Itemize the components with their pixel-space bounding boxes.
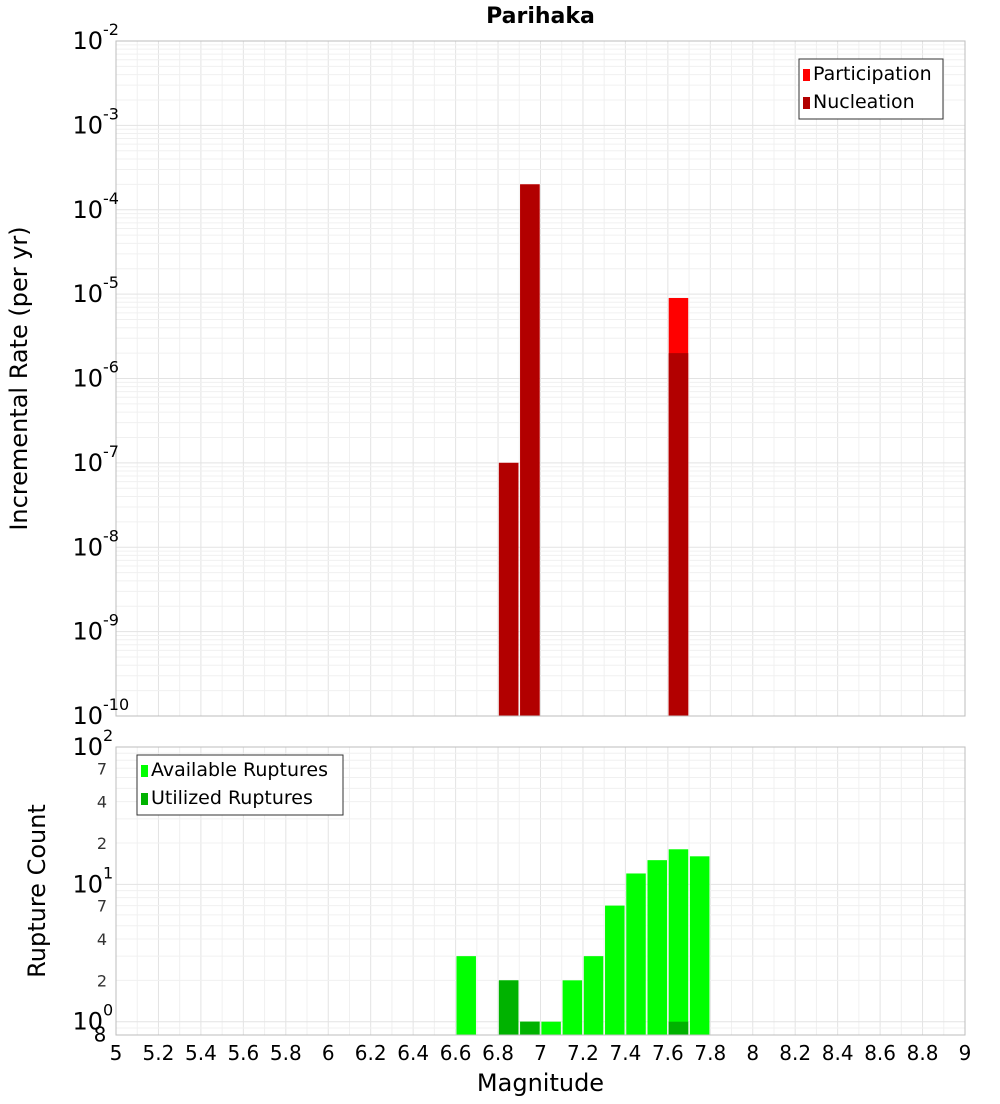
x-tick-label: 6 bbox=[322, 1041, 335, 1065]
y-axis-label: Rupture Count bbox=[23, 804, 51, 978]
x-tick-label: 6.2 bbox=[355, 1041, 387, 1065]
bar-available-ruptures bbox=[583, 956, 604, 1035]
bar-available-ruptures bbox=[668, 849, 689, 1035]
y-tick-exponent: 0 bbox=[103, 1001, 113, 1020]
x-tick-label: 7.6 bbox=[652, 1041, 684, 1065]
x-tick-label: 7.8 bbox=[694, 1041, 726, 1065]
bars-group bbox=[456, 849, 710, 1035]
x-tick-label: 7.2 bbox=[567, 1041, 599, 1065]
y-tick-label: 10 bbox=[72, 702, 103, 730]
legend-box bbox=[136, 754, 344, 816]
y-tick-exponent: -5 bbox=[103, 273, 119, 292]
y-tick-exponent: -8 bbox=[103, 526, 119, 545]
x-tick-label: 7 bbox=[534, 1041, 547, 1065]
legend-label: Available Ruptures bbox=[151, 759, 328, 781]
y-tick-label: 10 bbox=[72, 111, 103, 139]
legend-label: Utilized Ruptures bbox=[151, 787, 313, 809]
x-tick-label: 8.6 bbox=[864, 1041, 896, 1065]
legend-swatch bbox=[803, 69, 810, 81]
legend: Participation Nucleation bbox=[798, 58, 944, 120]
y-minor-tick-label: 7 bbox=[97, 897, 107, 916]
x-tick-label: 5.8 bbox=[270, 1041, 302, 1065]
y-tick-label: 10 bbox=[72, 27, 103, 55]
legend-swatch bbox=[141, 765, 148, 777]
x-tick-label: 6.4 bbox=[397, 1041, 429, 1065]
y-tick-label: 10 bbox=[72, 870, 103, 898]
bar-utilized-ruptures bbox=[520, 1021, 540, 1035]
y-minor-tick-label: 2 bbox=[97, 971, 107, 990]
y-tick-exponent: 2 bbox=[103, 726, 113, 745]
legend: Available Ruptures Utilized Ruptures bbox=[136, 754, 344, 816]
legend-swatch bbox=[141, 793, 148, 805]
x-tick-label: 5.4 bbox=[185, 1041, 217, 1065]
bar-nucleation bbox=[520, 184, 540, 716]
y-tick-label: 10 bbox=[72, 533, 103, 561]
legend-label: Nucleation bbox=[813, 91, 915, 113]
y-tick-label: 10 bbox=[72, 280, 103, 308]
bar-available-ruptures bbox=[647, 860, 667, 1035]
y-tick-exponent: -2 bbox=[103, 20, 119, 39]
y-tick-exponent: 1 bbox=[103, 863, 113, 882]
bars-group bbox=[498, 184, 689, 716]
x-tick-label: 5.2 bbox=[143, 1041, 175, 1065]
bar-nucleation bbox=[668, 353, 689, 716]
x-tick-label: 8.8 bbox=[907, 1041, 939, 1065]
y-tick-label: 10 bbox=[72, 618, 103, 646]
chart-title: Parihaka bbox=[486, 4, 595, 29]
x-tick-label: 9 bbox=[959, 1041, 972, 1065]
y-tick-exponent: -9 bbox=[103, 611, 119, 630]
y-tick-label-under: 8 bbox=[94, 1023, 107, 1047]
y-tick-exponent: -6 bbox=[103, 358, 119, 377]
y-minor-tick-label: 7 bbox=[97, 759, 107, 778]
y-minor-tick-label: 4 bbox=[97, 930, 107, 949]
bar-available-ruptures bbox=[456, 956, 476, 1035]
bar-available-ruptures bbox=[626, 873, 646, 1035]
bar-utilized-ruptures bbox=[498, 980, 519, 1035]
y-minor-tick-label: 4 bbox=[97, 793, 107, 812]
y-tick-label: 10 bbox=[72, 1008, 103, 1036]
y-tick-exponent: -4 bbox=[103, 189, 119, 208]
y-tick-exponent: -7 bbox=[103, 442, 119, 461]
plot-border bbox=[115, 40, 966, 717]
x-tick-label: 8.2 bbox=[779, 1041, 811, 1065]
x-tick-label: 6.8 bbox=[482, 1041, 514, 1065]
x-tick-label: 5.6 bbox=[227, 1041, 259, 1065]
y-tick-label: 10 bbox=[72, 365, 103, 393]
y-tick-label: 10 bbox=[72, 733, 103, 761]
plot-border bbox=[115, 746, 966, 1036]
y-tick-exponent: -3 bbox=[103, 104, 119, 123]
y-tick-exponent: -10 bbox=[103, 695, 129, 714]
y-tick-label: 10 bbox=[72, 449, 103, 477]
bar-utilized-ruptures bbox=[668, 1021, 689, 1035]
y-axis-label: Incremental Rate (per yr) bbox=[5, 226, 33, 530]
legend-swatch bbox=[803, 97, 810, 109]
x-tick-label: 8.4 bbox=[822, 1041, 854, 1065]
x-tick-label: 7.4 bbox=[609, 1041, 641, 1065]
x-tick-label: 6.6 bbox=[440, 1041, 472, 1065]
bar-available-ruptures bbox=[541, 1021, 561, 1035]
legend-box bbox=[798, 58, 944, 120]
y-minor-tick-label: 2 bbox=[97, 834, 107, 853]
bar-nucleation bbox=[498, 462, 519, 716]
x-tick-label: 8 bbox=[746, 1041, 759, 1065]
bar-available-ruptures bbox=[689, 856, 710, 1035]
legend-label: Participation bbox=[813, 63, 932, 85]
x-axis-label: Magnitude bbox=[477, 1069, 604, 1097]
bar-available-ruptures bbox=[605, 905, 625, 1035]
x-tick-label: 5 bbox=[110, 1041, 123, 1065]
y-tick-label: 10 bbox=[72, 196, 103, 224]
bar-available-ruptures bbox=[562, 980, 583, 1035]
